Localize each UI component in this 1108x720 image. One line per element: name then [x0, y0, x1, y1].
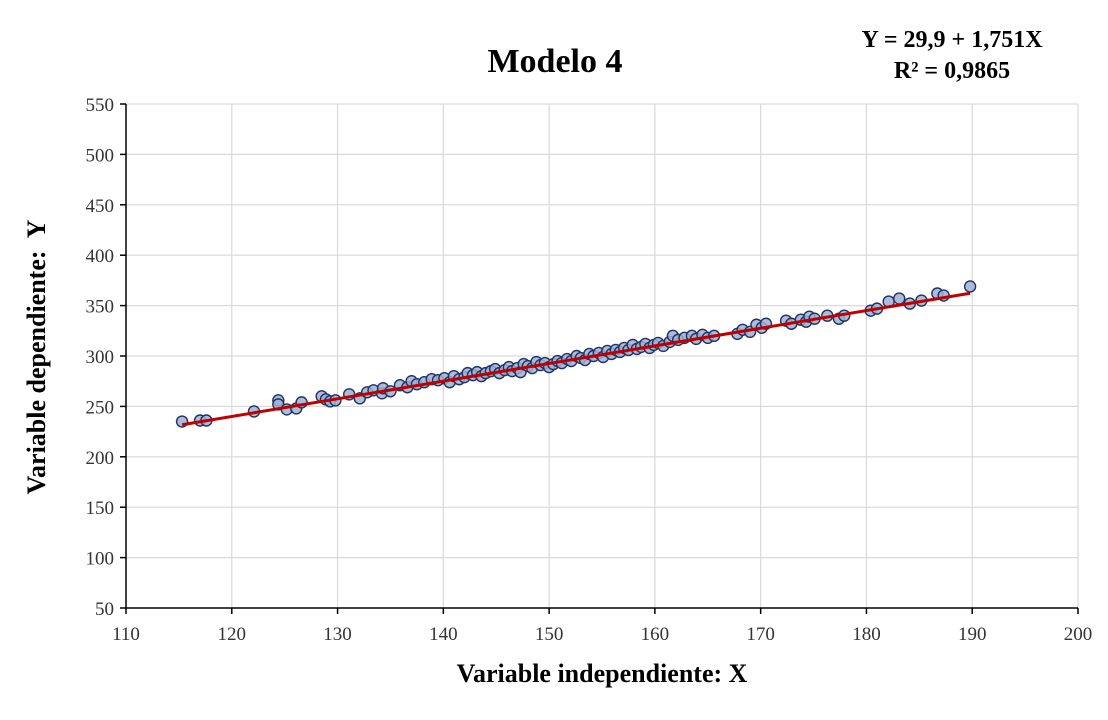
regression-equation: Y = 29,9 + 1,751X	[861, 27, 1043, 53]
axes	[120, 103, 1079, 614]
y-axis-title: Variable dependiente: Y	[22, 219, 51, 494]
y-tick-label: 200	[86, 448, 115, 469]
tick-labels: 110 120 130 140 150 160 170 180 190 200 50 100 150 20…	[86, 95, 1093, 645]
x-tick-label: 110	[112, 624, 140, 645]
y-tick-label: 100	[86, 549, 115, 570]
y-tick-label: 50	[95, 599, 114, 620]
chart-title: Modelo 4	[487, 43, 622, 80]
y-tick-label: 250	[86, 397, 115, 418]
x-tick-label: 150	[535, 624, 564, 645]
data-point	[963, 280, 977, 293]
trendline	[181, 291, 971, 427]
y-tick-label: 150	[86, 498, 115, 519]
trendline-layer	[181, 291, 971, 427]
x-tick-label: 140	[429, 624, 458, 645]
y-tick-label: 300	[86, 347, 115, 368]
x-tick-label: 200	[1064, 624, 1093, 645]
x-tick-label: 120	[218, 624, 247, 645]
x-tick-label: 190	[958, 624, 987, 645]
y-tick-label: 450	[86, 196, 115, 217]
y-tick-label: 500	[86, 145, 115, 166]
x-tick-label: 160	[641, 624, 670, 645]
x-tick-label: 180	[852, 624, 881, 645]
y-tick-label: 400	[86, 246, 115, 267]
r-squared-label: R² = 0,9865	[894, 58, 1010, 84]
data-point	[893, 292, 906, 305]
x-tick-label: 130	[323, 624, 352, 645]
x-tick-label: 170	[746, 624, 775, 645]
y-tick-label: 550	[86, 95, 115, 116]
x-axis-title: Variable independiente: X	[457, 659, 748, 688]
y-tick-label: 350	[86, 297, 115, 318]
